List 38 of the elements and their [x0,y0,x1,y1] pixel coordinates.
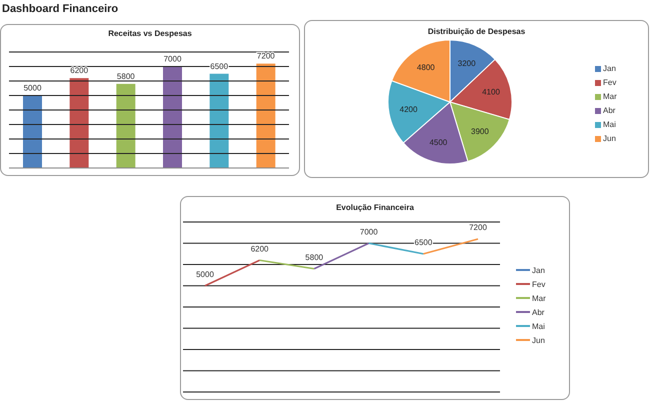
bar [163,66,182,168]
legend-label: Fev [603,78,616,87]
data-label: 5000 [196,270,214,279]
data-label: 7000 [164,54,182,64]
legend-label: Abr [532,308,544,316]
legend-label: Mai [532,322,545,330]
data-label: 5000 [24,84,42,92]
data-label: 4500 [429,138,448,148]
data-label: 4800 [416,62,436,72]
legend-label: Jan [603,64,616,73]
chart-title: Receitas vs Despesas [107,29,193,38]
legend-label: Abr [603,106,616,115]
legend-label: Jun [603,134,616,143]
bar [210,74,229,168]
bar [256,64,276,168]
chart-title: Evolução Financeira [335,203,415,212]
data-label: 4100 [482,88,500,97]
bar [23,96,42,168]
bar [70,78,89,168]
legend-label: Fev [532,280,546,288]
data-label: 3200 [458,58,476,68]
data-label: 6200 [250,244,270,254]
legend-label: Jun [532,336,545,344]
data-label: 7200 [256,52,276,61]
text: Dashboard Financeiro [2,3,118,15]
data-label: 5800 [305,252,324,262]
data-label: 7000 [360,227,378,236]
data-label: 3900 [471,127,490,136]
data-label: 5800 [116,72,136,81]
legend-label: Mai [603,120,616,129]
data-label: 6200 [70,66,89,76]
data-label: 4200 [400,105,418,114]
bar [116,84,136,168]
legend-label: Jan [532,266,545,274]
legend-label: Mar [603,92,617,101]
data-label: 7200 [469,223,488,232]
chart-title: Distribuição de Despesas [426,27,526,36]
legend-label: Mar [532,294,546,302]
